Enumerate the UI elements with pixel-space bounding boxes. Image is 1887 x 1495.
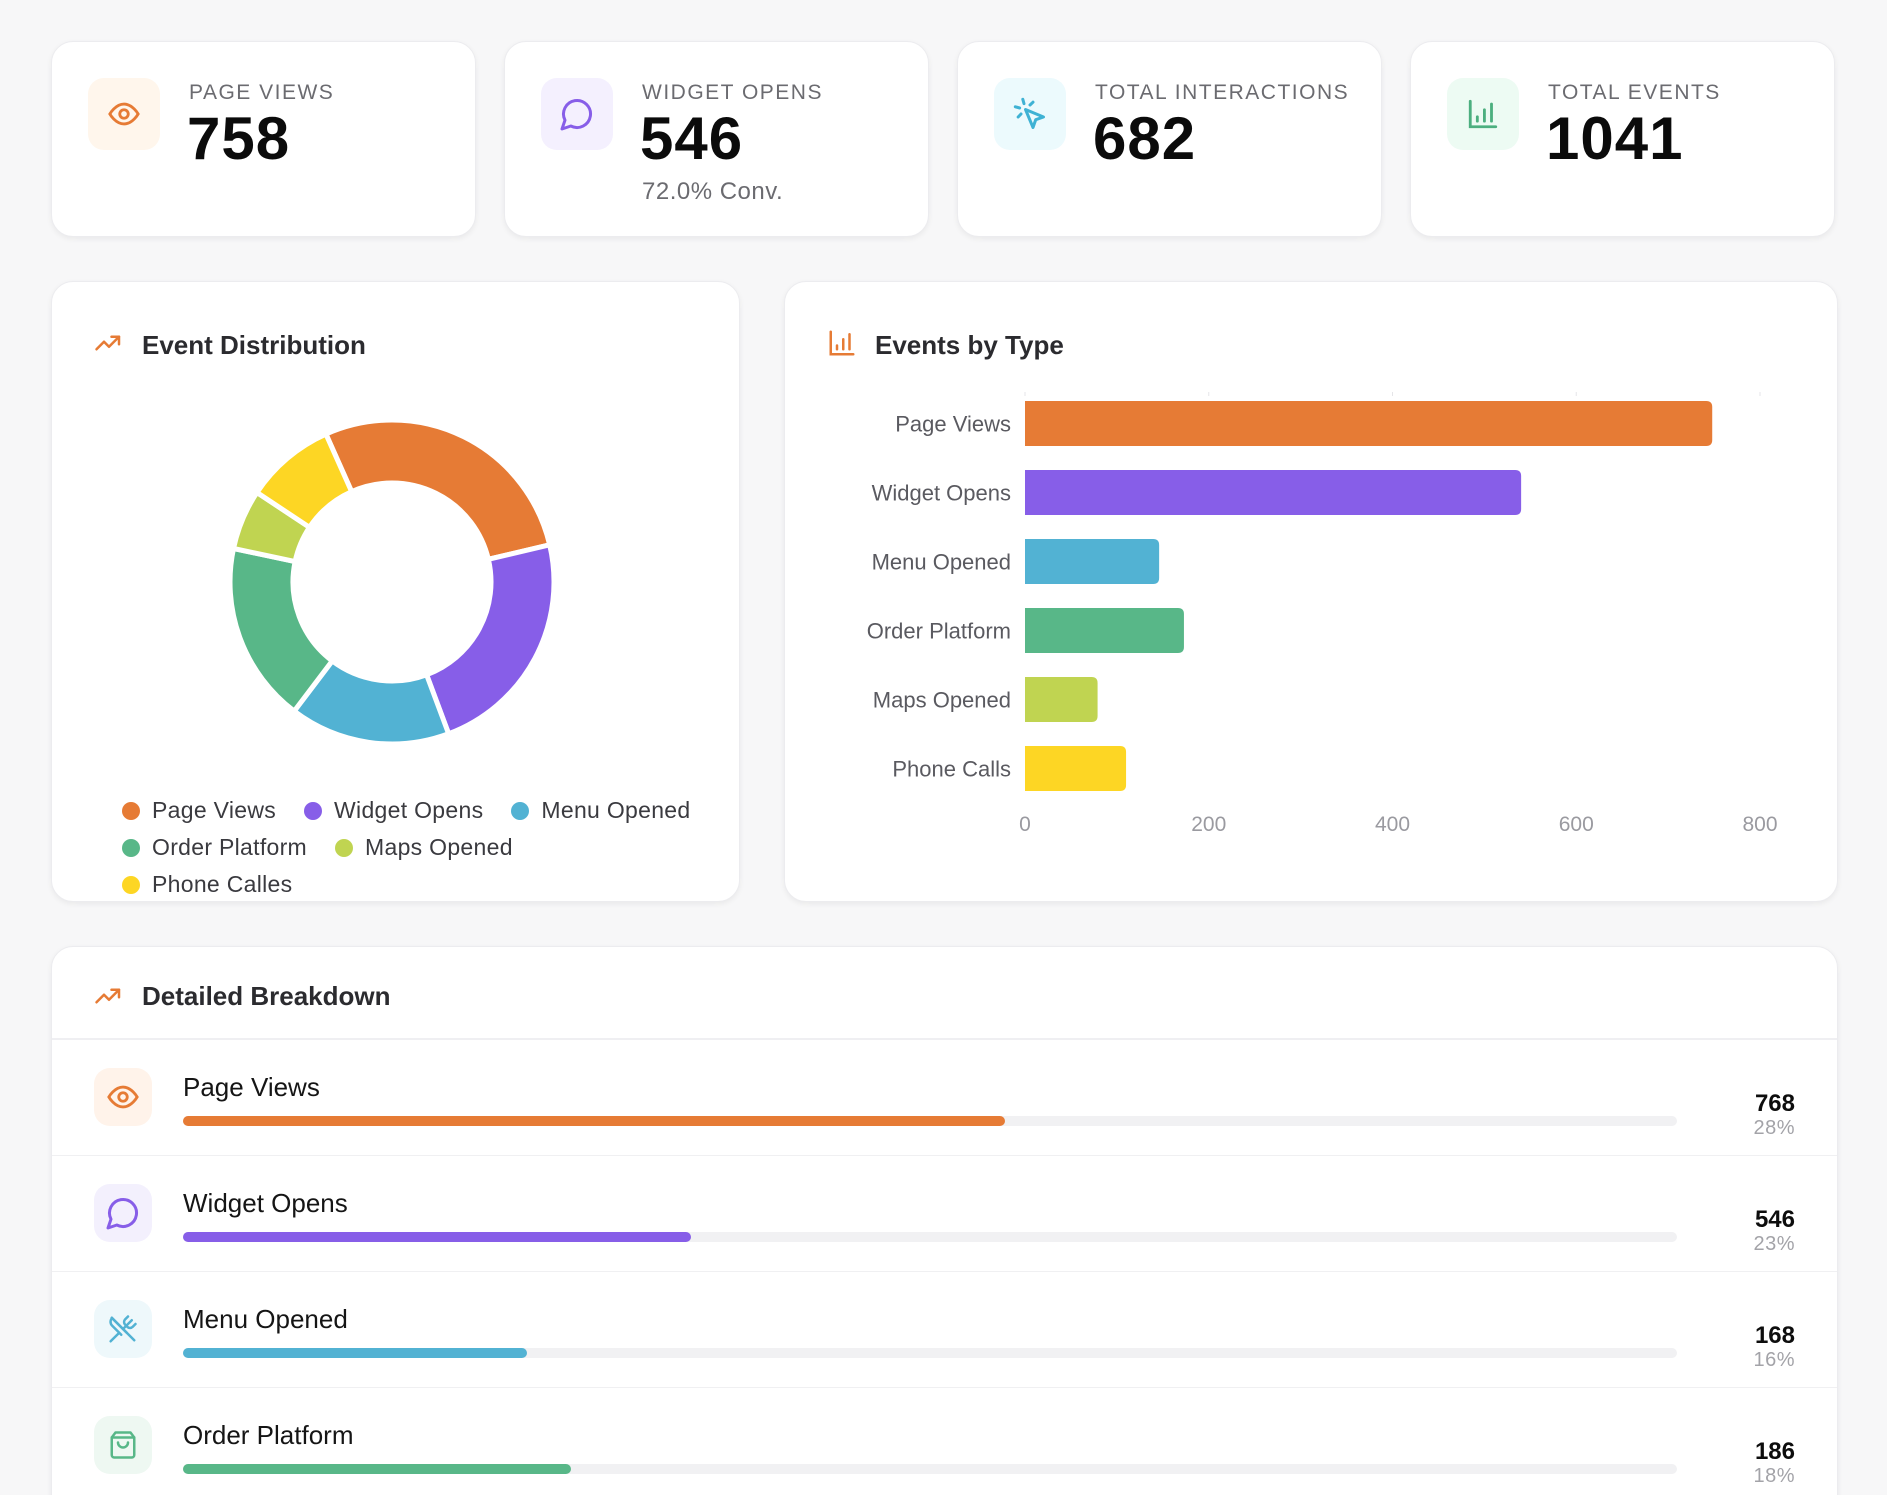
- legend-label: Order Platform: [152, 834, 308, 860]
- stat-value: 1041: [1546, 105, 1684, 172]
- legend-dot: [335, 838, 354, 857]
- legend-item[interactable]: Menu Opened: [511, 797, 690, 824]
- trending-up-icon: [95, 988, 121, 1004]
- breakdown-row-name: Order Platform: [183, 1420, 354, 1450]
- breakdown-row-page-views[interactable]: Page Views 768 28%: [52, 1040, 1837, 1156]
- breakdown-row-name: Menu Opened: [183, 1304, 348, 1334]
- breakdown-title: Detailed Breakdown: [142, 981, 391, 1011]
- y-category-label: Menu Opened: [872, 550, 1011, 575]
- stat-card-widget-opens: WIDGET OPENS 546 72.0% Conv.: [504, 41, 929, 237]
- legend-dot: [511, 801, 530, 820]
- legend-label: Page Views: [152, 797, 277, 823]
- eye-icon: [94, 1068, 152, 1126]
- bar-order-platform[interactable]: [1025, 608, 1184, 653]
- stat-label: WIDGET OPENS: [642, 81, 823, 104]
- x-tick-label: 0: [1019, 813, 1031, 836]
- x-tick-label: 600: [1559, 813, 1594, 836]
- stat-value: 758: [187, 105, 291, 172]
- progress-track: [183, 1232, 1677, 1242]
- bar-chart-icon: [1447, 78, 1519, 150]
- legend-label: Maps Opened: [365, 834, 513, 860]
- stat-label: PAGE VIEWS: [189, 81, 335, 104]
- x-tick-label: 400: [1375, 813, 1410, 836]
- legend-label: Phone Calles: [152, 871, 293, 897]
- event-distribution-title: Event Distribution: [142, 330, 366, 360]
- legend-item[interactable]: Order Platform: [122, 834, 307, 861]
- legend-item[interactable]: Page Views: [122, 797, 276, 824]
- stat-value: 682: [1093, 105, 1197, 172]
- progress-fill: [183, 1348, 527, 1358]
- stat-card-total-events: TOTAL EVENTS 1041: [1410, 41, 1835, 237]
- progress-track: [183, 1348, 1677, 1358]
- donut-slice-phone-calles[interactable]: [253, 430, 355, 531]
- stat-subtext: 72.0% Conv.: [642, 178, 784, 205]
- legend-label: Menu Opened: [541, 797, 691, 823]
- breakdown-row-percent: 23%: [1753, 1233, 1795, 1255]
- donut-slice-page-views[interactable]: [322, 417, 553, 563]
- bar-menu-opened[interactable]: [1025, 539, 1160, 584]
- y-category-label: Widget Opens: [872, 481, 1011, 506]
- bar-chart: 0 200 400 600 800 Page Views Widget Opens Menu …: [867, 392, 1778, 836]
- breakdown-row-name: Widget Opens: [183, 1188, 348, 1218]
- breakdown-row-menu-opened[interactable]: Menu Opened 168 16%: [52, 1272, 1837, 1388]
- chat-bubble-icon: [541, 78, 613, 150]
- y-category-label: Maps Opened: [873, 688, 1011, 713]
- x-tick-label: 800: [1742, 813, 1777, 836]
- stat-label: TOTAL EVENTS: [1548, 81, 1721, 104]
- stat-card-total-interactions: TOTAL INTERACTIONS 682: [957, 41, 1382, 237]
- x-tick-label: 200: [1191, 813, 1226, 836]
- legend-item[interactable]: Maps Opened: [335, 834, 513, 861]
- event-distribution-panel: Event Distribution Page Views Widget Open…: [51, 281, 740, 902]
- bar-page-views[interactable]: [1025, 401, 1713, 446]
- y-category-label: Order Platform: [867, 619, 1011, 644]
- legend-label: Widget Opens: [334, 797, 484, 823]
- utensils-off-icon: [94, 1300, 152, 1358]
- breakdown-row-percent: 28%: [1753, 1117, 1795, 1139]
- events-by-type-title: Events by Type: [875, 330, 1064, 360]
- bar-maps-opened[interactable]: [1025, 677, 1098, 722]
- stat-label: TOTAL INTERACTIONS: [1095, 81, 1350, 104]
- legend-item[interactable]: Phone Calles: [122, 871, 292, 898]
- y-category-label: Page Views: [895, 412, 1011, 437]
- legend-dot: [122, 875, 140, 894]
- breakdown-row-count: 186: [1754, 1438, 1795, 1465]
- bar-phone-calls[interactable]: [1025, 746, 1127, 791]
- breakdown-row-percent: 18%: [1753, 1465, 1795, 1487]
- legend-dot: [122, 801, 140, 820]
- trending-up-icon: [95, 335, 121, 351]
- progress-track: [183, 1464, 1677, 1474]
- donut-slice-widget-opens[interactable]: [423, 541, 557, 737]
- breakdown-row-name: Page Views: [183, 1072, 320, 1102]
- legend-dot: [304, 801, 323, 820]
- breakdown-row-widget-opens[interactable]: Widget Opens 546 23%: [52, 1156, 1837, 1272]
- donut-legend: Page Views Widget Opens Menu Opened Order P…: [122, 797, 702, 898]
- stat-card-page-views: PAGE VIEWS 758: [51, 41, 476, 237]
- stat-value: 546: [640, 105, 744, 172]
- legend-item[interactable]: Widget Opens: [304, 797, 483, 824]
- breakdown-row-order-platform[interactable]: Order Platform 186 18%: [52, 1388, 1837, 1495]
- shopping-bag-icon: [94, 1416, 152, 1474]
- breakdown-row-count: 768: [1754, 1090, 1795, 1117]
- breakdown-row-count: 168: [1754, 1322, 1795, 1349]
- bar-widget-opens[interactable]: [1025, 470, 1522, 515]
- cursor-click-icon: [994, 78, 1066, 150]
- progress-track: [183, 1116, 1677, 1126]
- progress-fill: [183, 1116, 1005, 1126]
- progress-fill: [183, 1464, 572, 1474]
- legend-dot: [122, 838, 140, 857]
- progress-fill: [183, 1232, 691, 1242]
- breakdown-row-count: 546: [1754, 1206, 1795, 1233]
- breakdown-header: Detailed Breakdown: [52, 947, 1837, 1040]
- chat-bubble-icon: [94, 1184, 152, 1242]
- events-by-type-panel: Events by Type 0 200 400 600 800 Page Views Wi…: [784, 281, 1838, 902]
- bar-chart-icon: [829, 330, 855, 356]
- breakdown-row-percent: 16%: [1753, 1349, 1795, 1371]
- donut-chart: [227, 417, 557, 747]
- detailed-breakdown-panel: Detailed Breakdown Page Views 768 28% Wi…: [51, 946, 1838, 1495]
- y-category-label: Phone Calls: [892, 757, 1011, 782]
- eye-icon: [88, 78, 160, 150]
